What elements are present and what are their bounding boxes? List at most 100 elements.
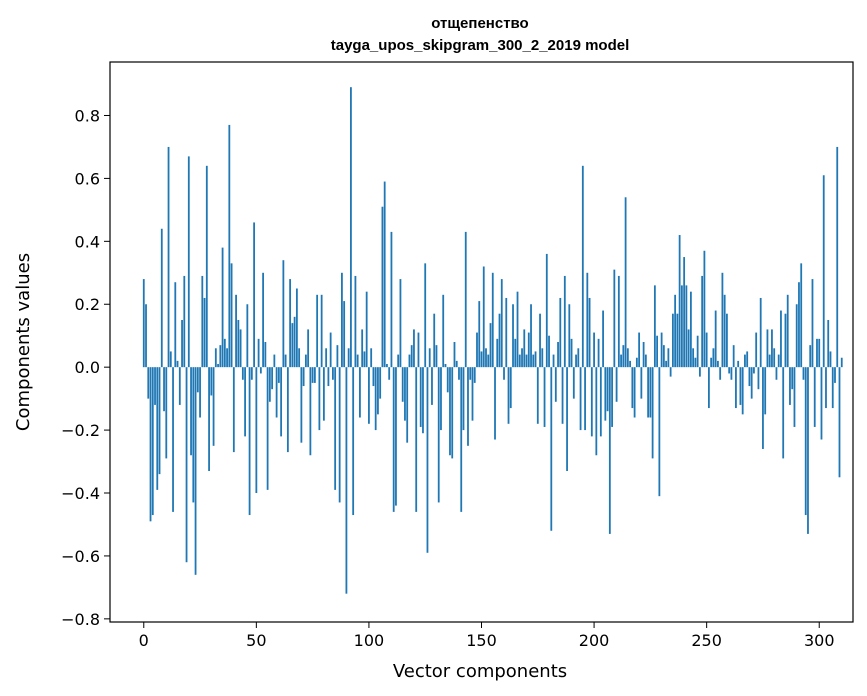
bar bbox=[597, 338, 600, 368]
bar bbox=[381, 206, 384, 368]
chart-title-group: отщепенство tayga_upos_skipgram_300_2_20… bbox=[331, 15, 630, 54]
bar bbox=[205, 165, 208, 368]
bar bbox=[552, 354, 555, 368]
bar bbox=[442, 294, 445, 368]
bar bbox=[320, 294, 323, 368]
bar bbox=[280, 367, 283, 437]
bar bbox=[653, 285, 656, 368]
bar bbox=[228, 124, 231, 368]
bar bbox=[705, 332, 708, 368]
bar bbox=[255, 367, 258, 494]
bar bbox=[762, 367, 764, 449]
bar bbox=[791, 367, 794, 390]
bar bbox=[568, 304, 571, 368]
bar bbox=[786, 294, 789, 368]
bar bbox=[361, 329, 364, 368]
bar bbox=[678, 235, 681, 368]
bar bbox=[359, 367, 361, 418]
bar bbox=[723, 294, 726, 368]
bar bbox=[244, 367, 246, 437]
bar bbox=[181, 319, 183, 368]
bar bbox=[516, 291, 519, 368]
bar bbox=[696, 335, 699, 368]
bar bbox=[789, 367, 791, 405]
bar bbox=[309, 367, 312, 456]
bar bbox=[527, 332, 530, 368]
bar bbox=[539, 313, 541, 368]
bar bbox=[518, 354, 521, 368]
bar bbox=[313, 367, 316, 383]
bar bbox=[496, 338, 499, 368]
bar bbox=[566, 367, 568, 471]
bar bbox=[329, 332, 332, 368]
bar bbox=[721, 272, 724, 368]
bar bbox=[241, 367, 244, 380]
bar bbox=[167, 146, 170, 368]
bar bbox=[494, 367, 496, 440]
bar bbox=[440, 367, 442, 431]
bar bbox=[563, 275, 566, 368]
bar bbox=[831, 367, 834, 409]
bar bbox=[737, 360, 740, 368]
bar bbox=[201, 275, 204, 368]
bar bbox=[397, 354, 400, 368]
chart-subtitle: tayga_upos_skipgram_300_2_2019 model bbox=[331, 37, 630, 54]
bar bbox=[491, 272, 494, 368]
bar bbox=[651, 367, 654, 459]
bar bbox=[757, 367, 760, 390]
x-tick-label: 50 bbox=[246, 631, 266, 650]
bar bbox=[780, 310, 782, 368]
bar bbox=[631, 367, 634, 409]
bar bbox=[755, 332, 758, 368]
bar bbox=[451, 367, 454, 459]
bar bbox=[386, 364, 388, 368]
bar bbox=[482, 266, 485, 368]
bar bbox=[172, 367, 174, 512]
bar bbox=[149, 367, 152, 522]
bar bbox=[633, 367, 636, 418]
bar bbox=[741, 367, 744, 415]
bar bbox=[671, 313, 674, 368]
bar bbox=[579, 367, 582, 431]
y-axis-ticks: −0.8 −0.6 −0.4 −0.2 0.0 0.2 0.4 0.6 0.8 bbox=[61, 106, 110, 629]
bar bbox=[658, 367, 661, 497]
bar bbox=[732, 345, 735, 368]
bar bbox=[541, 348, 544, 368]
bar bbox=[426, 367, 429, 553]
bar bbox=[667, 348, 670, 368]
x-tick-label: 250 bbox=[691, 631, 722, 650]
bar bbox=[368, 367, 370, 424]
bar bbox=[262, 272, 264, 368]
bar bbox=[588, 297, 591, 368]
bar bbox=[390, 231, 393, 368]
bar bbox=[487, 354, 490, 368]
bar bbox=[674, 294, 677, 368]
bar bbox=[298, 348, 301, 368]
y-tick-label: 0.4 bbox=[75, 232, 100, 251]
bar bbox=[581, 165, 584, 368]
bar bbox=[275, 367, 278, 418]
x-axis-ticks: 0 50 100 150 200 250 300 bbox=[139, 622, 835, 650]
bar bbox=[264, 342, 267, 368]
bar bbox=[399, 279, 402, 368]
bar bbox=[586, 272, 589, 368]
bar bbox=[771, 329, 773, 368]
bar bbox=[219, 345, 222, 368]
bar bbox=[311, 367, 314, 383]
bar bbox=[291, 323, 294, 368]
bar-series bbox=[142, 87, 843, 594]
bar bbox=[422, 367, 424, 434]
bar bbox=[827, 319, 830, 368]
bar bbox=[554, 367, 557, 402]
bar bbox=[415, 367, 418, 512]
bar bbox=[505, 297, 508, 368]
bar bbox=[572, 367, 575, 399]
bar bbox=[401, 367, 404, 402]
bar bbox=[455, 360, 458, 368]
bar bbox=[334, 367, 337, 490]
bar bbox=[185, 367, 188, 563]
y-axis-label: Components values bbox=[13, 253, 34, 431]
bar bbox=[626, 348, 629, 368]
bar bbox=[467, 367, 469, 446]
bar bbox=[413, 329, 415, 368]
